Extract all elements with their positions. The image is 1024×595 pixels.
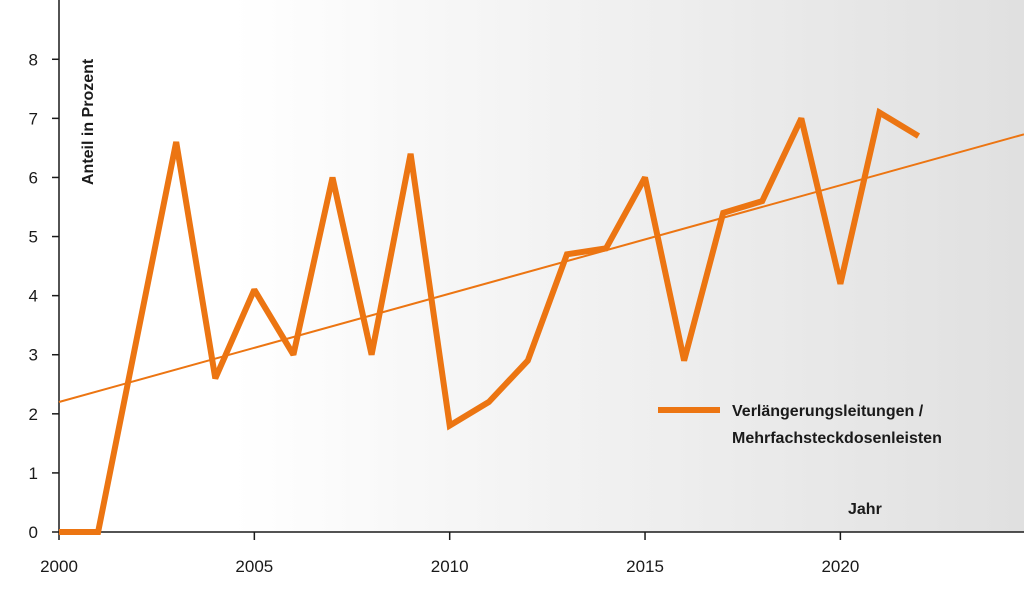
x-tick-label: 2015 — [626, 557, 664, 576]
y-tick-label: 4 — [29, 287, 38, 306]
x-tick-label: 2005 — [235, 557, 273, 576]
legend: Verlängerungsleitungen / Mehrfachsteckdo… — [658, 403, 942, 447]
y-axis-title: Anteil in Prozent — [80, 58, 97, 185]
x-tick-label: 2020 — [821, 557, 859, 576]
plot-background — [59, 0, 1024, 532]
legend-label-line2: Mehrfachsteckdosenleisten — [732, 430, 942, 447]
y-tick-label: 1 — [29, 464, 38, 483]
series-group — [58, 107, 921, 535]
x-axis-title: Jahr — [848, 501, 882, 518]
y-tick-label: 3 — [29, 346, 38, 365]
axes: 0 1 2 3 4 5 6 7 8 2000 2005 2010 2015 2020 — [29, 0, 1024, 576]
x-tick-label: 2010 — [431, 557, 469, 576]
y-tick-label: 0 — [29, 523, 38, 542]
legend-label-line1: Verlängerungsleitungen / — [732, 403, 924, 420]
y-tick-label: 8 — [29, 50, 38, 69]
x-tick-label: 2000 — [40, 557, 78, 576]
y-tick-label: 2 — [29, 405, 38, 424]
y-tick-label: 5 — [29, 228, 38, 247]
y-tick-label: 6 — [29, 168, 38, 187]
y-tick-label: 7 — [29, 109, 38, 128]
